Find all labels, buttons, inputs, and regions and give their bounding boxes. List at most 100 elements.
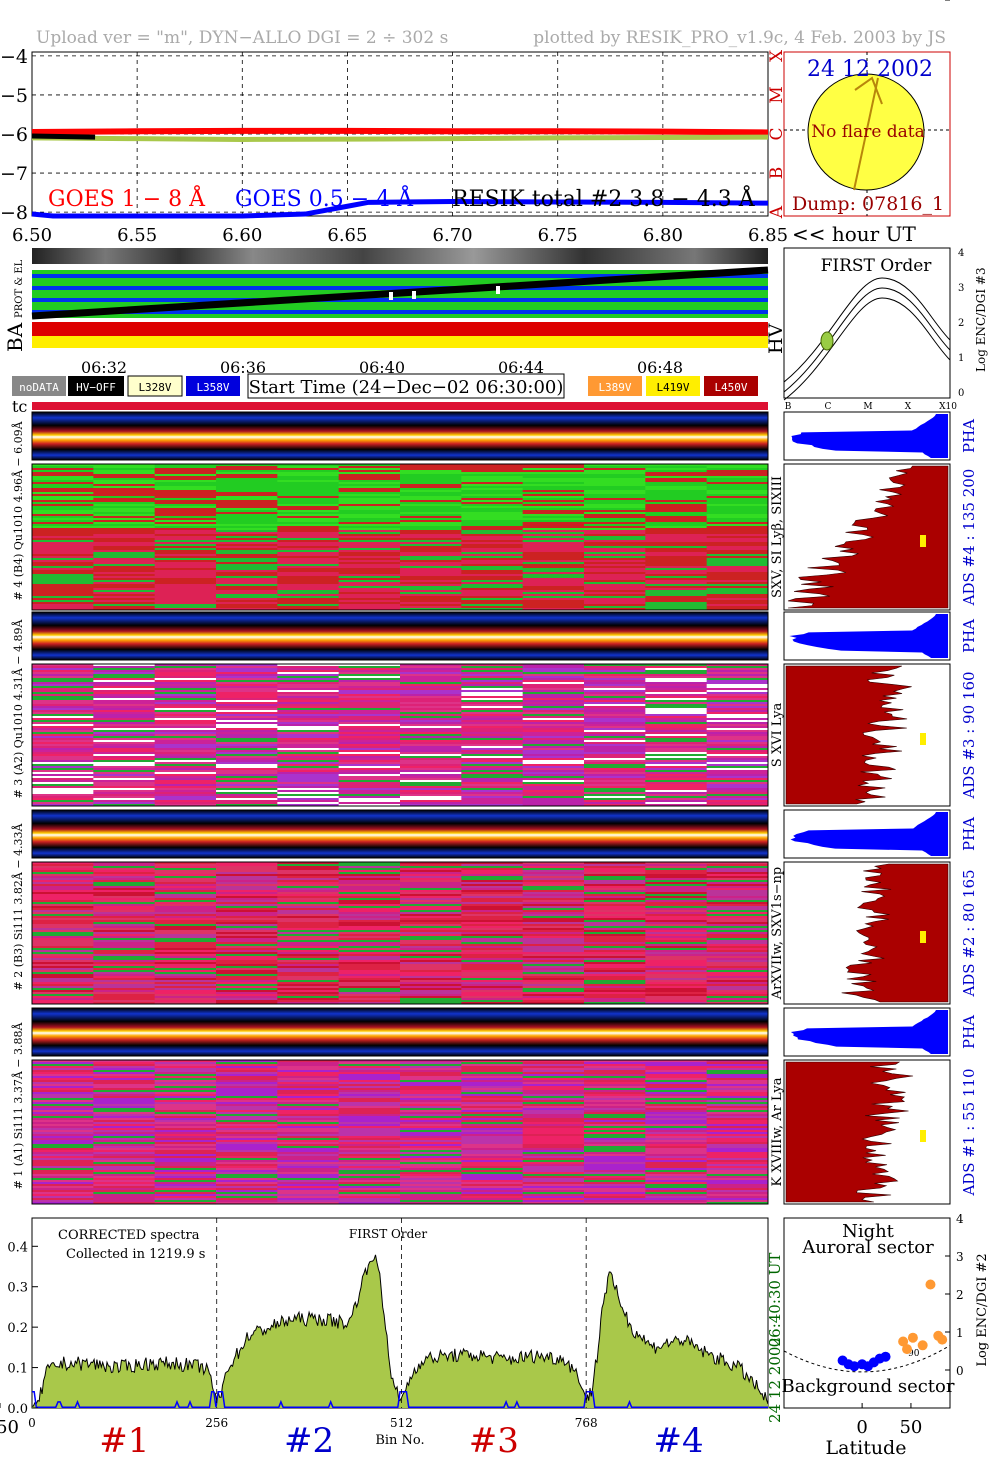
spectrogram-cell [584,468,646,470]
spectrogram-cell [584,588,646,590]
spectrogram-cell [645,974,708,976]
spectrogram-cell [522,744,585,746]
spectrogram-frame [31,463,769,611]
spectrogram-cell [216,498,278,500]
spectrogram-cell [32,696,94,698]
spectrogram-cell [706,584,769,586]
spectrogram-cell [706,1182,769,1184]
spectrogram-cell [461,1064,524,1066]
spectrogram-cell [645,998,708,1000]
spectrogram-cell [400,526,462,528]
spectrogram-cell [338,790,401,792]
spectrogram-cell [154,776,217,778]
spectrogram-cell [522,548,585,550]
spectrogram-cell [461,510,524,512]
spectrogram-cell [277,922,340,924]
spectrogram-cell [154,750,217,752]
spectrogram-cell [706,872,769,874]
spectrogram-cell [338,934,401,936]
spectrogram-cell [584,862,646,864]
spectrogram-cell [584,528,646,530]
spectrogram-cell [706,1102,769,1104]
spectrogram-cell [706,706,769,708]
spectrogram-cell [584,560,646,562]
spectrogram-cell [400,1116,462,1118]
spectrogram-cell [400,538,462,540]
spectrogram-cell [706,1002,769,1004]
spectrogram-cell [400,520,462,522]
spectrogram-cell [400,1188,462,1190]
spectrogram-cell [93,870,156,872]
spectrogram-cell [277,804,340,806]
spectrogram-cell [93,524,156,526]
spectrogram-cell [400,732,462,734]
spectrogram-cell [645,1182,708,1184]
spectrogram-cell [706,468,769,470]
spectrogram-cell [645,488,708,490]
spectrogram-cell [93,1176,156,1178]
spectrogram-cell [277,524,340,526]
spectrogram-cell [400,716,462,718]
spectrogram-cell [32,580,94,582]
spectrogram-cell [32,716,94,718]
spectrogram-cell [277,748,340,750]
spectrum-order: FIRST Order [349,1227,427,1241]
spectrogram-cell [154,948,217,950]
spectrogram-cell [32,674,94,676]
spectrogram-cell [93,894,156,896]
spectrogram-cell [277,480,340,482]
spectrogram-cell [216,966,278,968]
spectrogram-cell [277,492,340,494]
spectrogram-cell [461,1102,524,1104]
spectrogram-cell [93,990,156,992]
spectrogram-cell [645,776,708,778]
spectrogram-cell [522,542,585,544]
spectrogram-cell [93,556,156,558]
spectrogram-cell [93,972,156,974]
spectrogram-cell [216,1094,278,1096]
spectrogram-cell [32,938,94,940]
spectrogram-cell [645,1090,708,1092]
spectrogram-cell [277,544,340,546]
spectrogram-cell [706,600,769,602]
spectrogram-cell [154,674,217,676]
spectrogram-cell [522,1086,585,1088]
spectrogram-cell [338,1180,401,1182]
sun-date: 24 12 2002 [807,57,933,82]
spectrogram-cell [93,1188,156,1190]
spectrogram-cell [461,542,524,544]
spectrogram-cell [216,492,278,494]
spectrogram-cell [216,976,278,978]
spectrogram-cell [461,804,524,806]
spectrogram-cell [277,742,340,744]
spectrogram-cell [584,764,646,766]
spectrogram-cell [216,784,278,786]
spectrogram-cell [400,766,462,768]
spectrogram-cell [584,984,646,986]
spectrogram-cell [706,1168,769,1170]
spectrogram-cell [706,712,769,714]
spectrogram-cell [277,796,340,798]
spectrogram-cell [338,874,401,876]
spectrogram-cell [277,1178,340,1180]
spectrogram-cell [706,1198,769,1200]
spectrogram-cell [154,1146,217,1148]
spectrogram-cell [400,1174,462,1176]
spectrogram-cell [706,936,769,938]
spectrogram-cell [706,976,769,978]
spectrogram-cell [93,914,156,916]
spectrogram-cell [400,1064,462,1066]
spectrogram-cell [338,1120,401,1122]
spectrogram-cell [706,952,769,954]
spectrogram-cell [522,716,585,718]
spectrogram-cell [706,564,769,566]
spectrogram-cell [93,552,156,554]
spectrogram-cell [461,516,524,518]
spectrogram-cell [32,1064,94,1066]
spectrogram-cell [522,694,585,696]
spectrogram-cell [645,770,708,772]
spectrogram-cell [93,1134,156,1136]
spectrogram-cell [338,1186,401,1188]
spectrogram-cell [338,756,401,758]
spectrogram-cell [706,932,769,934]
